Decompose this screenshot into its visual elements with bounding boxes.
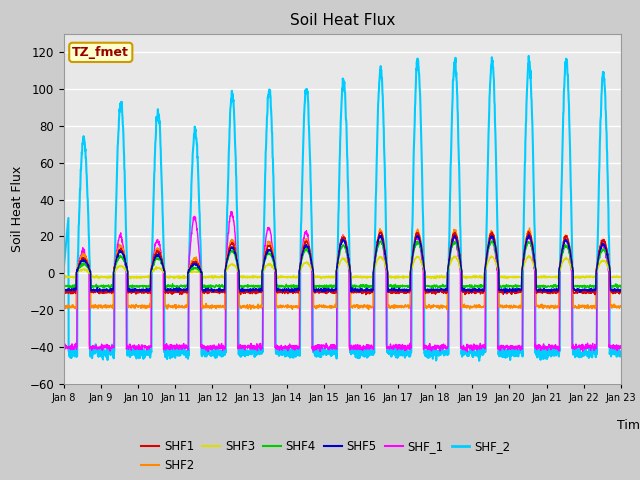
Line: SHF1: SHF1 xyxy=(64,231,621,295)
SHF5 xyxy=(525,232,533,238)
Line: SHF4: SHF4 xyxy=(64,240,621,288)
SHF5 xyxy=(216,287,223,292)
SHF1 xyxy=(504,289,512,295)
SHF5 xyxy=(371,260,378,265)
SHF_2 xyxy=(584,352,591,358)
SHF2 xyxy=(444,307,451,312)
SHF_2 xyxy=(504,350,512,356)
SHF3 xyxy=(60,275,68,280)
SHF_2 xyxy=(60,263,68,269)
SHF4 xyxy=(568,263,576,269)
SHF_1 xyxy=(584,340,591,346)
SHF_1 xyxy=(359,345,367,350)
SHF1 xyxy=(568,258,575,264)
SHF_2 xyxy=(568,242,576,248)
SHF4 xyxy=(359,283,367,288)
SHF1 xyxy=(525,228,532,234)
SHF_1 xyxy=(227,209,235,215)
SHF_1 xyxy=(568,345,576,351)
SHF4 xyxy=(617,284,625,290)
Title: Soil Heat Flux: Soil Heat Flux xyxy=(290,13,395,28)
Line: SHF_2: SHF_2 xyxy=(64,56,621,361)
SHF5 xyxy=(568,262,576,267)
SHF1 xyxy=(60,288,68,293)
SHF1 xyxy=(617,290,625,296)
SHF5 xyxy=(358,287,366,293)
SHF2 xyxy=(60,303,68,309)
SHF1 xyxy=(358,290,366,296)
SHF5 xyxy=(60,288,68,293)
SHF_1 xyxy=(617,343,625,348)
Line: SHF5: SHF5 xyxy=(64,235,621,293)
SHF4 xyxy=(312,286,320,291)
X-axis label: Time: Time xyxy=(616,419,640,432)
SHF1 xyxy=(371,259,378,265)
SHF_1 xyxy=(371,261,379,267)
SHF4 xyxy=(60,283,68,288)
SHF3 xyxy=(504,275,512,281)
SHF5 xyxy=(504,288,512,294)
SHF5 xyxy=(617,288,625,293)
Line: SHF2: SHF2 xyxy=(64,228,621,310)
SHF4 xyxy=(488,238,496,243)
SHF2 xyxy=(371,259,378,264)
Y-axis label: Soil Heat Flux: Soil Heat Flux xyxy=(11,166,24,252)
Text: TZ_fmet: TZ_fmet xyxy=(72,46,129,59)
SHF4 xyxy=(371,259,379,265)
SHF_2 xyxy=(358,352,366,358)
SHF3 xyxy=(568,266,576,272)
SHF_2 xyxy=(476,358,483,364)
SHF_2 xyxy=(617,348,625,354)
SHF4 xyxy=(505,283,513,288)
SHF3 xyxy=(584,274,591,280)
SHF_2 xyxy=(216,350,223,356)
SHF_2 xyxy=(525,53,532,59)
SHF2 xyxy=(617,303,625,309)
SHF3 xyxy=(617,274,625,280)
SHF1 xyxy=(216,290,223,296)
Legend: SHF1, SHF2, SHF3, SHF4, SHF5, SHF_1, SHF_2: SHF1, SHF2, SHF3, SHF4, SHF5, SHF_1, SHF… xyxy=(137,435,515,477)
SHF5 xyxy=(584,287,591,293)
SHF3 xyxy=(216,274,223,279)
SHF3 xyxy=(371,265,379,271)
SHF2 xyxy=(584,304,591,310)
SHF2 xyxy=(504,304,512,310)
SHF2 xyxy=(358,304,366,310)
SHF_1 xyxy=(216,344,223,350)
SHF_2 xyxy=(371,259,378,264)
SHF2 xyxy=(525,225,533,231)
SHF_1 xyxy=(60,345,68,350)
Line: SHF_1: SHF_1 xyxy=(64,212,621,352)
SHF_1 xyxy=(505,344,513,349)
SHF1 xyxy=(591,292,599,298)
SHF2 xyxy=(568,263,576,269)
SHF3 xyxy=(317,276,325,282)
SHF4 xyxy=(584,284,591,289)
SHF1 xyxy=(584,288,591,294)
SHF2 xyxy=(216,304,223,310)
SHF3 xyxy=(525,253,533,259)
SHF_1 xyxy=(204,349,212,355)
Line: SHF3: SHF3 xyxy=(64,256,621,279)
SHF4 xyxy=(216,282,223,288)
SHF3 xyxy=(359,274,367,279)
SHF5 xyxy=(501,290,509,296)
